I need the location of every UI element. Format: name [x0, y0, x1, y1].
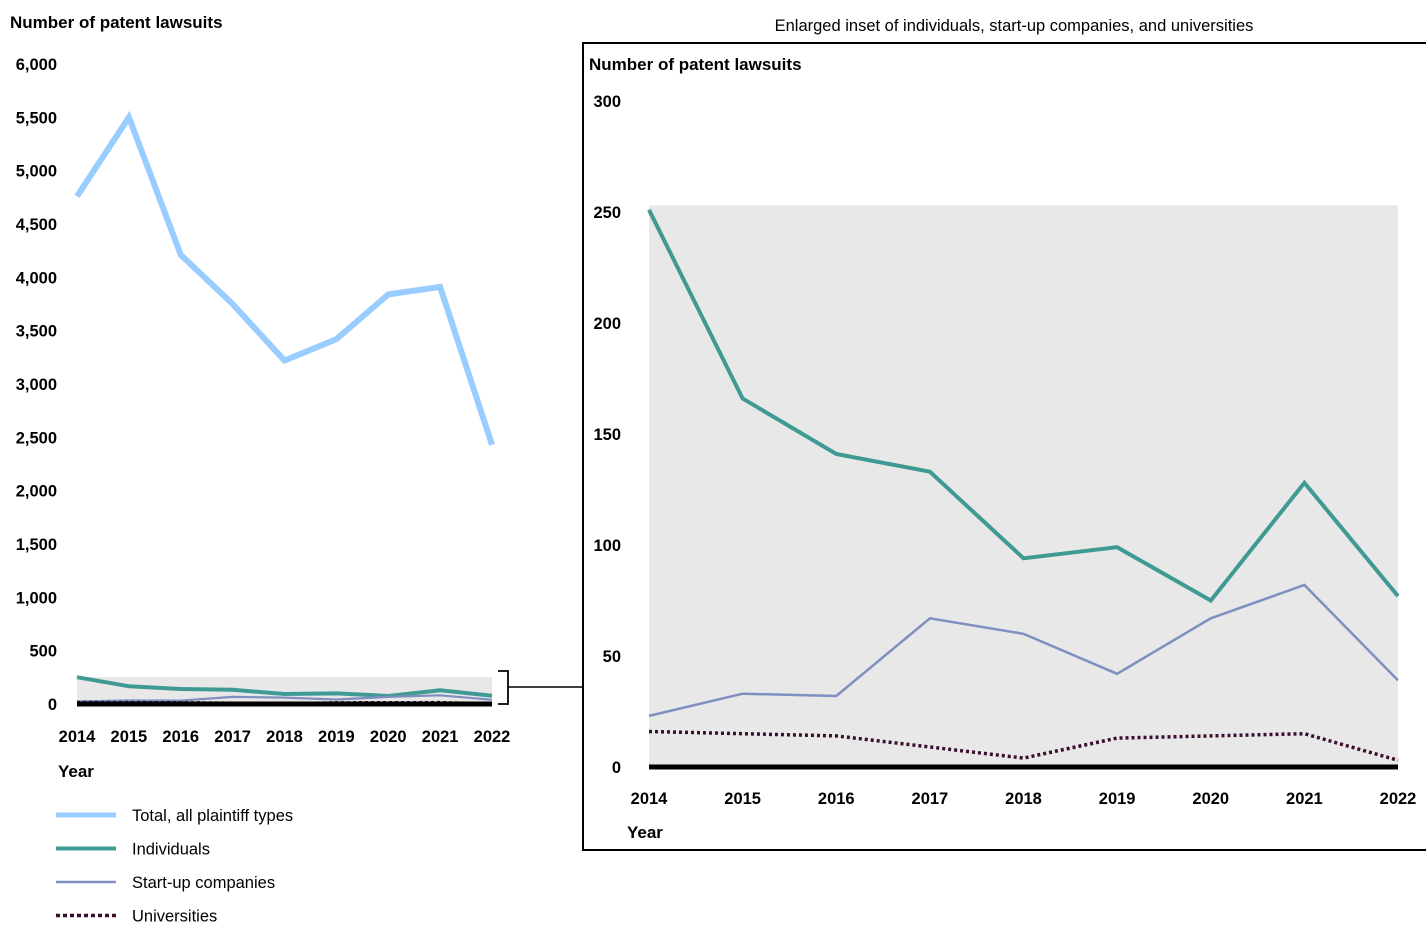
legend-label: Individuals [132, 841, 210, 859]
y-tick-label: 6,000 [16, 56, 57, 74]
y-tick-label: 100 [593, 537, 621, 555]
legend-label: Total, all plaintiff types [132, 807, 293, 825]
y-tick-label: 3,500 [16, 323, 57, 341]
y-tick-label: 3,000 [16, 376, 57, 394]
y-tick-label: 200 [593, 315, 621, 333]
y-tick-label: 1,000 [16, 589, 57, 607]
y-tick-label: 5,500 [16, 109, 57, 127]
y-tick-label: 150 [593, 426, 621, 444]
inset-x-axis-title: Year [627, 823, 663, 842]
main-y-tick-labels: 0 500 1,000 1,500 2,000 2,500 3,000 3,500 4,000 4… [16, 56, 57, 714]
x-tick-label: 2017 [214, 728, 251, 746]
y-tick-label: 0 [612, 759, 621, 777]
x-tick-label: 2015 [111, 728, 148, 746]
x-tick-label: 2022 [474, 728, 511, 746]
x-tick-label: 2019 [318, 728, 355, 746]
inset-chart: Enlarged inset of individuals, start-up … [582, 17, 1426, 851]
x-tick-label: 2018 [1005, 790, 1042, 808]
inset-y-axis-title: Number of patent lawsuits [589, 55, 802, 74]
x-tick-label: 2019 [1099, 790, 1136, 808]
y-tick-label: 2,500 [16, 429, 57, 447]
x-tick-label: 2020 [1192, 790, 1229, 808]
y-tick-label: 0 [48, 696, 57, 714]
y-tick-label: 5,000 [16, 163, 57, 181]
main-x-tick-labels: 2014 2015 2016 2017 2018 2019 2020 2021 2022 [59, 728, 511, 746]
y-tick-label: 4,000 [16, 269, 57, 287]
x-tick-label: 2021 [422, 728, 459, 746]
x-tick-label: 2016 [818, 790, 855, 808]
y-tick-label: 500 [29, 643, 57, 661]
x-tick-label: 2021 [1286, 790, 1323, 808]
y-tick-label: 50 [603, 648, 621, 666]
main-y-axis-title: Number of patent lawsuits [10, 13, 223, 32]
inset-frame [582, 42, 1426, 851]
y-tick-label: 250 [593, 204, 621, 222]
legend-label: Universities [132, 908, 217, 925]
series-line-total-all-plaintiff-types [74, 110, 495, 446]
y-tick-label: 2,000 [16, 483, 57, 501]
x-tick-label: 2014 [59, 728, 97, 746]
inset-shaded-band [649, 205, 1398, 768]
x-tick-label: 2022 [1380, 790, 1417, 808]
legend: Total, all plaintiff types Individuals Sta… [56, 807, 293, 925]
legend-label: Start-up companies [132, 874, 275, 892]
y-tick-label: 1,500 [16, 536, 57, 554]
series-line-individuals [76, 675, 493, 699]
x-tick-label: 2020 [370, 728, 407, 746]
main-x-axis-title: Year [58, 762, 94, 781]
inset-title: Enlarged inset of individuals, start-up … [775, 17, 1254, 35]
x-tick-label: 2014 [631, 790, 669, 808]
y-tick-label: 300 [593, 93, 621, 111]
series-line-individuals [647, 208, 1400, 604]
inset-x-tick-labels: 2014 2015 2016 2017 2018 2019 2020 2021 2022 [631, 790, 1417, 808]
inset-series-lines [647, 208, 1400, 762]
main-chart: Number of patent lawsuits 0 500 1,000 1,500… [10, 13, 582, 781]
x-tick-label: 2017 [912, 790, 949, 808]
y-tick-label: 4,500 [16, 216, 57, 234]
x-tick-label: 2016 [162, 728, 199, 746]
inset-y-tick-labels: 0 50 100 150 200 250 300 [593, 93, 621, 777]
inset-bracket [498, 670, 509, 705]
x-tick-label: 2018 [266, 728, 303, 746]
main-series-lines [74, 110, 495, 706]
x-tick-label: 2015 [724, 790, 761, 808]
